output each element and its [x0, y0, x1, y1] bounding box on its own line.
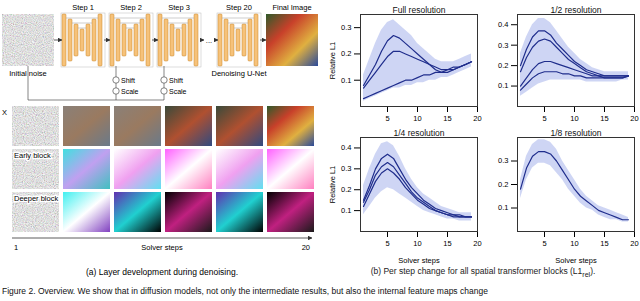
svg-text:0.3: 0.3	[341, 164, 351, 173]
svg-text:Shift: Shift	[169, 77, 183, 84]
svg-text:0.4: 0.4	[341, 143, 351, 152]
svg-text:Relative L1: Relative L1	[328, 42, 337, 80]
svg-text:Denoising U-Net: Denoising U-Net	[211, 69, 267, 78]
svg-text:0.2: 0.2	[498, 61, 508, 70]
svg-text:1: 1	[14, 243, 18, 252]
svg-text:Step 2: Step 2	[120, 3, 142, 12]
svg-text:0.3: 0.3	[341, 23, 351, 32]
svg-text:5: 5	[385, 114, 389, 123]
html-text:Figure 2. Overview. We show th: Figure 2. Overview. We show that in diff…	[2, 286, 488, 296]
svg-text:Step 3: Step 3	[168, 3, 190, 12]
svg-text:0.1: 0.1	[498, 81, 508, 90]
svg-text:Solver steps: Solver steps	[398, 256, 440, 265]
svg-text:5: 5	[385, 239, 389, 248]
svg-text:15: 15	[443, 239, 451, 248]
svg-text:5: 5	[542, 114, 546, 123]
html-text:(b) Per step change for all sp: (b) Per step change for all spatial tran…	[370, 266, 596, 279]
svg-text:15: 15	[443, 114, 451, 123]
svg-text:10: 10	[570, 114, 578, 123]
svg-text:5: 5	[542, 239, 546, 248]
svg-text:0.4: 0.4	[498, 20, 508, 29]
svg-text:10: 10	[413, 239, 421, 248]
svg-text:20: 20	[630, 114, 638, 123]
svg-text:10: 10	[413, 114, 421, 123]
svg-text:Solver steps: Solver steps	[555, 256, 597, 265]
svg-text:1/8 resolution: 1/8 resolution	[550, 128, 601, 138]
svg-text:0.1: 0.1	[341, 206, 351, 215]
svg-text:0.3: 0.3	[498, 41, 508, 50]
svg-text:0.2: 0.2	[341, 49, 351, 58]
svg-text:Scale: Scale	[169, 88, 187, 95]
svg-text:Deeper block: Deeper block	[14, 194, 58, 203]
svg-text:Step 20: Step 20	[226, 3, 252, 12]
svg-text:0.1: 0.1	[498, 203, 508, 212]
svg-text:Solver steps: Solver steps	[141, 243, 183, 252]
svg-text:20: 20	[473, 114, 481, 123]
svg-text:10: 10	[570, 239, 578, 248]
svg-text:Initial noise: Initial noise	[9, 69, 47, 78]
svg-text:0.2: 0.2	[498, 180, 508, 189]
svg-text:1/2 resolution: 1/2 resolution	[550, 5, 601, 15]
svg-text:Final Image: Final Image	[272, 3, 311, 12]
svg-text:Full resolution: Full resolution	[393, 5, 446, 15]
svg-text:Step 1: Step 1	[72, 3, 94, 12]
svg-text:20: 20	[630, 239, 638, 248]
svg-text:20: 20	[473, 239, 481, 248]
svg-text:15: 15	[600, 239, 608, 248]
svg-text:Early block: Early block	[14, 151, 51, 160]
svg-text:Relative L1: Relative L1	[328, 166, 337, 204]
svg-text:0.3: 0.3	[498, 156, 508, 165]
svg-text:X: X	[2, 108, 7, 117]
svg-text:0.1: 0.1	[341, 76, 351, 85]
svg-text:15: 15	[600, 114, 608, 123]
svg-text:...: ...	[206, 36, 212, 45]
svg-text:(a) Layer development during d: (a) Layer development during denoising.	[86, 267, 238, 277]
svg-text:1/4 resolution: 1/4 resolution	[393, 128, 444, 138]
svg-text:Scale: Scale	[121, 88, 139, 95]
svg-text:Shift: Shift	[121, 77, 135, 84]
svg-text:20: 20	[302, 243, 310, 252]
svg-text:0.2: 0.2	[341, 185, 351, 194]
